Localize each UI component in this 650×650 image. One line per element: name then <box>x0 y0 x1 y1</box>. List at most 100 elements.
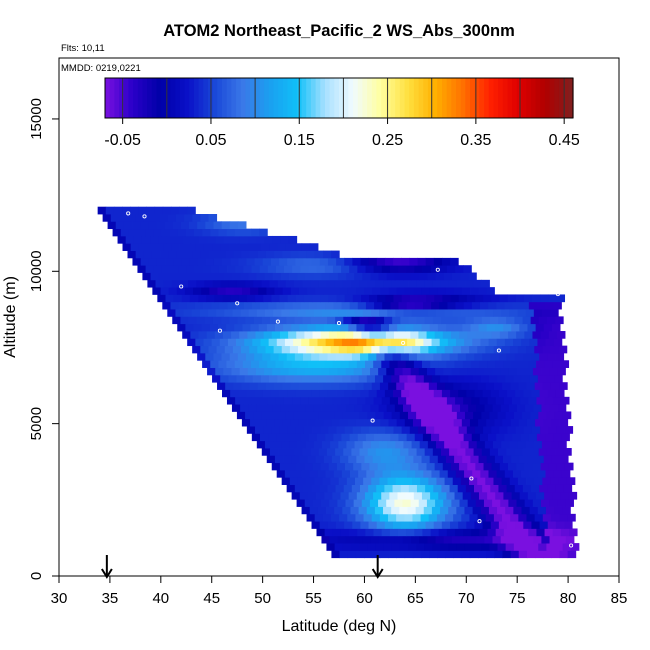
heatmap-cell <box>188 279 197 288</box>
heatmap-cell <box>180 316 189 325</box>
heatmap-cell <box>439 469 449 478</box>
heatmap-cell <box>305 404 314 412</box>
heatmap-cell <box>307 323 317 332</box>
heatmap-cell <box>327 316 336 325</box>
heatmap-cell <box>343 316 352 325</box>
heatmap-cell <box>222 294 232 303</box>
chart-title: ATOM2 Northeast_Pacific_2 WS_Abs_300nm <box>163 22 515 40</box>
heatmap-cell <box>533 440 543 449</box>
heatmap-cell <box>276 301 285 310</box>
heatmap-cell <box>281 345 291 354</box>
heatmap-cell <box>549 404 559 412</box>
heatmap-cell <box>189 257 199 266</box>
heatmap-cell <box>398 433 408 442</box>
heatmap-cell <box>367 279 376 288</box>
heatmap-cell <box>504 433 513 442</box>
heatmap-cell <box>240 404 249 412</box>
heatmap-cell <box>548 426 557 434</box>
heatmap-cell <box>559 382 568 390</box>
heatmap-cell <box>240 272 249 281</box>
heatmap-cell <box>385 294 394 303</box>
heatmap-cell <box>527 323 537 332</box>
heatmap-cell <box>479 301 489 310</box>
heatmap-cell <box>401 426 411 434</box>
heatmap-cell <box>232 309 241 317</box>
heatmap-cell <box>446 265 456 273</box>
heatmap-cell <box>550 345 560 354</box>
heatmap-cell <box>189 294 199 303</box>
heatmap-cell <box>515 426 525 434</box>
sample-point <box>126 211 131 216</box>
heatmap-cell <box>401 257 410 266</box>
heatmap-cell <box>438 265 448 273</box>
heatmap-cell <box>429 418 438 427</box>
heatmap-cell <box>225 250 234 259</box>
heatmap-cell <box>349 265 358 273</box>
heatmap-cell <box>510 550 520 559</box>
heatmap-cell <box>398 301 408 310</box>
heatmap-cell <box>312 426 321 434</box>
heatmap-cell <box>427 535 436 544</box>
heatmap-cell <box>430 265 440 273</box>
heatmap-cell <box>442 462 452 471</box>
heatmap-cell <box>420 513 430 522</box>
heatmap-cell <box>503 491 512 500</box>
heatmap-cell <box>533 309 543 317</box>
heatmap-cell <box>313 272 323 281</box>
heatmap-cell <box>102 214 112 222</box>
heatmap-cell <box>479 528 488 537</box>
colorbar-swatch <box>165 78 172 118</box>
heatmap-cell <box>560 396 570 405</box>
heatmap-cell <box>333 469 343 478</box>
heatmap-cell <box>405 360 415 368</box>
heatmap-cell <box>377 331 387 339</box>
heatmap-cell <box>454 360 464 368</box>
heatmap-cell <box>355 382 365 390</box>
heatmap-cell <box>318 448 328 456</box>
heatmap-cell <box>479 433 489 442</box>
heatmap-cell <box>507 521 516 529</box>
heatmap-cell <box>253 316 263 325</box>
heatmap-cell <box>209 287 218 295</box>
heatmap-cell <box>316 265 326 273</box>
heatmap-cell <box>310 448 320 456</box>
colorbar-swatch <box>413 78 420 118</box>
heatmap-cell <box>421 550 430 559</box>
heatmap-cell <box>298 250 308 259</box>
heatmap-cell <box>379 382 389 390</box>
heatmap-cell <box>249 250 259 259</box>
heatmap-cell <box>128 228 138 237</box>
heatmap-cell <box>299 360 309 368</box>
heatmap-cell <box>303 294 313 303</box>
heatmap-cell <box>398 338 408 347</box>
heatmap-cell <box>182 235 192 244</box>
heatmap-cell <box>186 265 195 273</box>
heatmap-cell <box>202 228 211 237</box>
heatmap-cell <box>311 484 320 493</box>
heatmap-cell <box>293 243 303 251</box>
heatmap-cell <box>474 389 484 398</box>
heatmap-cell <box>495 528 505 537</box>
heatmap-cell <box>358 506 368 515</box>
heatmap-cell <box>393 462 403 471</box>
heatmap-cell <box>238 389 247 398</box>
heatmap-cell <box>436 440 445 449</box>
colorbar-swatch <box>114 78 120 118</box>
heatmap-cell <box>398 396 407 405</box>
heatmap-cell <box>284 469 294 478</box>
heatmap-cell <box>211 301 220 310</box>
heatmap-cell <box>250 418 259 427</box>
heatmap-cell <box>277 279 287 288</box>
heatmap-cell <box>481 448 491 456</box>
heatmap-cell <box>479 360 488 368</box>
colorbar-swatch <box>217 78 223 118</box>
heatmap-cell <box>542 477 551 485</box>
heatmap-cell <box>245 316 255 325</box>
heatmap-cell <box>528 433 538 442</box>
heatmap-cell <box>368 521 378 529</box>
heatmap-cell <box>305 440 315 449</box>
heatmap-cell <box>399 543 409 551</box>
colorbar-swatch <box>324 78 331 118</box>
heatmap-cell <box>488 433 497 442</box>
heatmap-cell <box>502 550 512 559</box>
